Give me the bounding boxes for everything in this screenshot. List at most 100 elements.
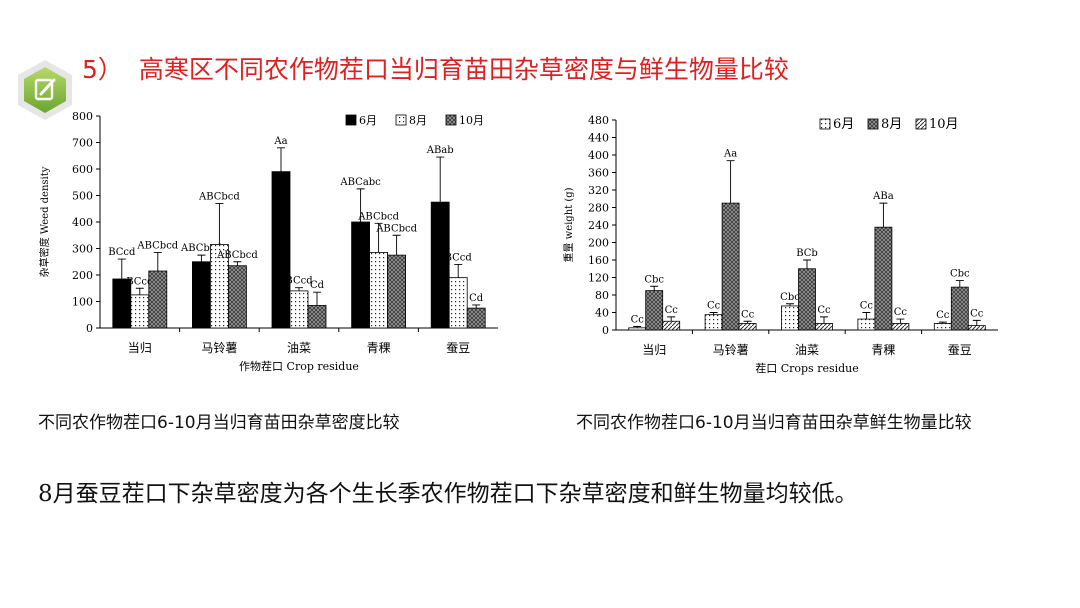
legend-swatch xyxy=(915,118,927,130)
error-bar xyxy=(879,202,888,228)
error-bar xyxy=(295,287,303,291)
legend-swatch xyxy=(345,114,357,126)
data-label: ABa xyxy=(872,191,894,202)
data-label: Cd xyxy=(310,280,325,291)
x-tick-label: 当归 xyxy=(642,343,666,357)
y-tick-label: 400 xyxy=(72,216,93,229)
error-bar xyxy=(233,261,242,266)
bar xyxy=(191,261,211,329)
bar xyxy=(645,290,664,331)
y-axis-title: 重量 weight (g) xyxy=(562,187,575,262)
bar xyxy=(704,314,723,331)
y-tick-label: 400 xyxy=(588,149,609,162)
bar xyxy=(662,320,681,331)
bar xyxy=(874,226,893,331)
legend-label: 6月 xyxy=(833,117,854,132)
data-label: Cc xyxy=(817,305,831,316)
data-label: ABCbcd xyxy=(136,240,178,251)
error-bar xyxy=(392,234,401,256)
bar xyxy=(130,294,150,329)
conclusion-text: 8月蚕豆茬口下杂草密度为各个生长季农作物茬口下杂草密度和鲜生物量均较低。 xyxy=(38,481,858,507)
data-label: Cc xyxy=(936,310,950,321)
data-label: Cbc xyxy=(644,274,664,285)
legend-swatch xyxy=(445,114,457,126)
bar xyxy=(227,265,247,329)
title-text: 高寒区不同农作物茬口当归育苗田杂草密度与鲜生物量比较 xyxy=(138,55,789,84)
legend-label: 8月 xyxy=(409,114,427,127)
x-tick-label: 马铃薯 xyxy=(713,342,749,357)
bar xyxy=(857,318,876,331)
y-tick-label: 0 xyxy=(86,322,93,335)
error-bar xyxy=(972,319,981,326)
data-label: Cc xyxy=(970,308,984,319)
bar xyxy=(933,323,952,331)
legend-label: 8月 xyxy=(881,117,902,132)
bar xyxy=(950,286,969,331)
data-label: ABCabc xyxy=(339,177,381,188)
bar xyxy=(430,201,450,329)
x-tick-label: 当归 xyxy=(128,341,152,355)
x-axis-title: 茬口 Crops residue xyxy=(755,361,859,375)
y-tick-label: 300 xyxy=(72,243,93,256)
error-bar xyxy=(374,222,383,253)
y-tick-label: 700 xyxy=(72,137,93,150)
x-tick-label: 马铃薯 xyxy=(201,340,237,355)
error-bar xyxy=(633,326,642,328)
legend-swatch xyxy=(819,118,831,130)
data-label: ABCbcd xyxy=(375,223,417,234)
y-tick-label: 120 xyxy=(588,272,609,285)
bar xyxy=(387,254,407,329)
error-bar xyxy=(313,291,321,306)
data-label: Cc xyxy=(894,307,908,318)
data-label: ABCbcd xyxy=(180,243,222,254)
data-label: BCb xyxy=(796,248,818,259)
error-bar xyxy=(726,160,735,204)
error-bar xyxy=(436,156,445,203)
data-label: ABCbcd xyxy=(216,250,258,261)
y-tick-label: 200 xyxy=(588,237,609,250)
data-label: Cbc xyxy=(780,292,800,303)
data-label: BCcd xyxy=(285,276,313,287)
error-bar xyxy=(117,258,126,279)
error-bar xyxy=(650,285,659,291)
bar xyxy=(466,307,486,329)
x-axis-title: 作物茬口 Crop residue xyxy=(239,359,359,373)
data-label: ABCbcd xyxy=(357,211,399,222)
legend-label: 10月 xyxy=(459,114,484,127)
y-tick-label: 280 xyxy=(588,202,609,215)
data-label: ABab xyxy=(426,145,454,156)
weed-biomass-chart: 0 40 80 120 160 200 240 280 320 360 400 440 480 当归 马铃薯… xyxy=(562,114,998,375)
data-label: Aa xyxy=(273,136,287,147)
error-bar xyxy=(153,252,162,272)
caption-biomass: 不同农作物茬口6-10月当归育苗田杂草鲜生物量比较 xyxy=(576,413,972,433)
error-bar xyxy=(454,263,463,278)
data-label: Cc xyxy=(860,301,874,312)
edit-note-icon xyxy=(18,60,72,120)
bar xyxy=(781,305,799,331)
error-bar xyxy=(356,188,365,222)
bar xyxy=(307,305,327,329)
bar xyxy=(967,325,986,331)
y-axis-title: 杂草密度 Weed density xyxy=(38,166,51,277)
bar xyxy=(369,252,389,329)
data-label: Cc xyxy=(741,309,755,320)
x-tick-label: 青稞 xyxy=(871,343,895,357)
y-tick-label: 80 xyxy=(595,289,609,302)
x-tick-label: 蚕豆 xyxy=(948,343,972,357)
y-tick-label: 0 xyxy=(602,324,609,337)
y-tick-label: 480 xyxy=(588,114,609,127)
x-tick-label: 油菜 xyxy=(287,341,311,355)
y-tick-label: 320 xyxy=(588,184,609,197)
weed-density-chart: 0 100 200 300 400 500 600 700 800 当归 马铃薯 油菜 青稞 蚕豆 BCcd… xyxy=(38,110,498,373)
error-bar xyxy=(955,280,964,288)
error-bar xyxy=(743,320,752,324)
error-bar xyxy=(135,287,144,295)
bar xyxy=(738,323,757,331)
data-label: Cc xyxy=(631,315,645,326)
y-tick-label: 240 xyxy=(588,219,609,232)
bar xyxy=(271,171,291,329)
bar xyxy=(815,323,833,331)
slide-title: 5） 高寒区不同农作物茬口当归育苗田杂草密度与鲜生物量比较 xyxy=(82,50,789,86)
bar xyxy=(148,270,168,329)
legend-label: 6月 xyxy=(359,114,377,127)
